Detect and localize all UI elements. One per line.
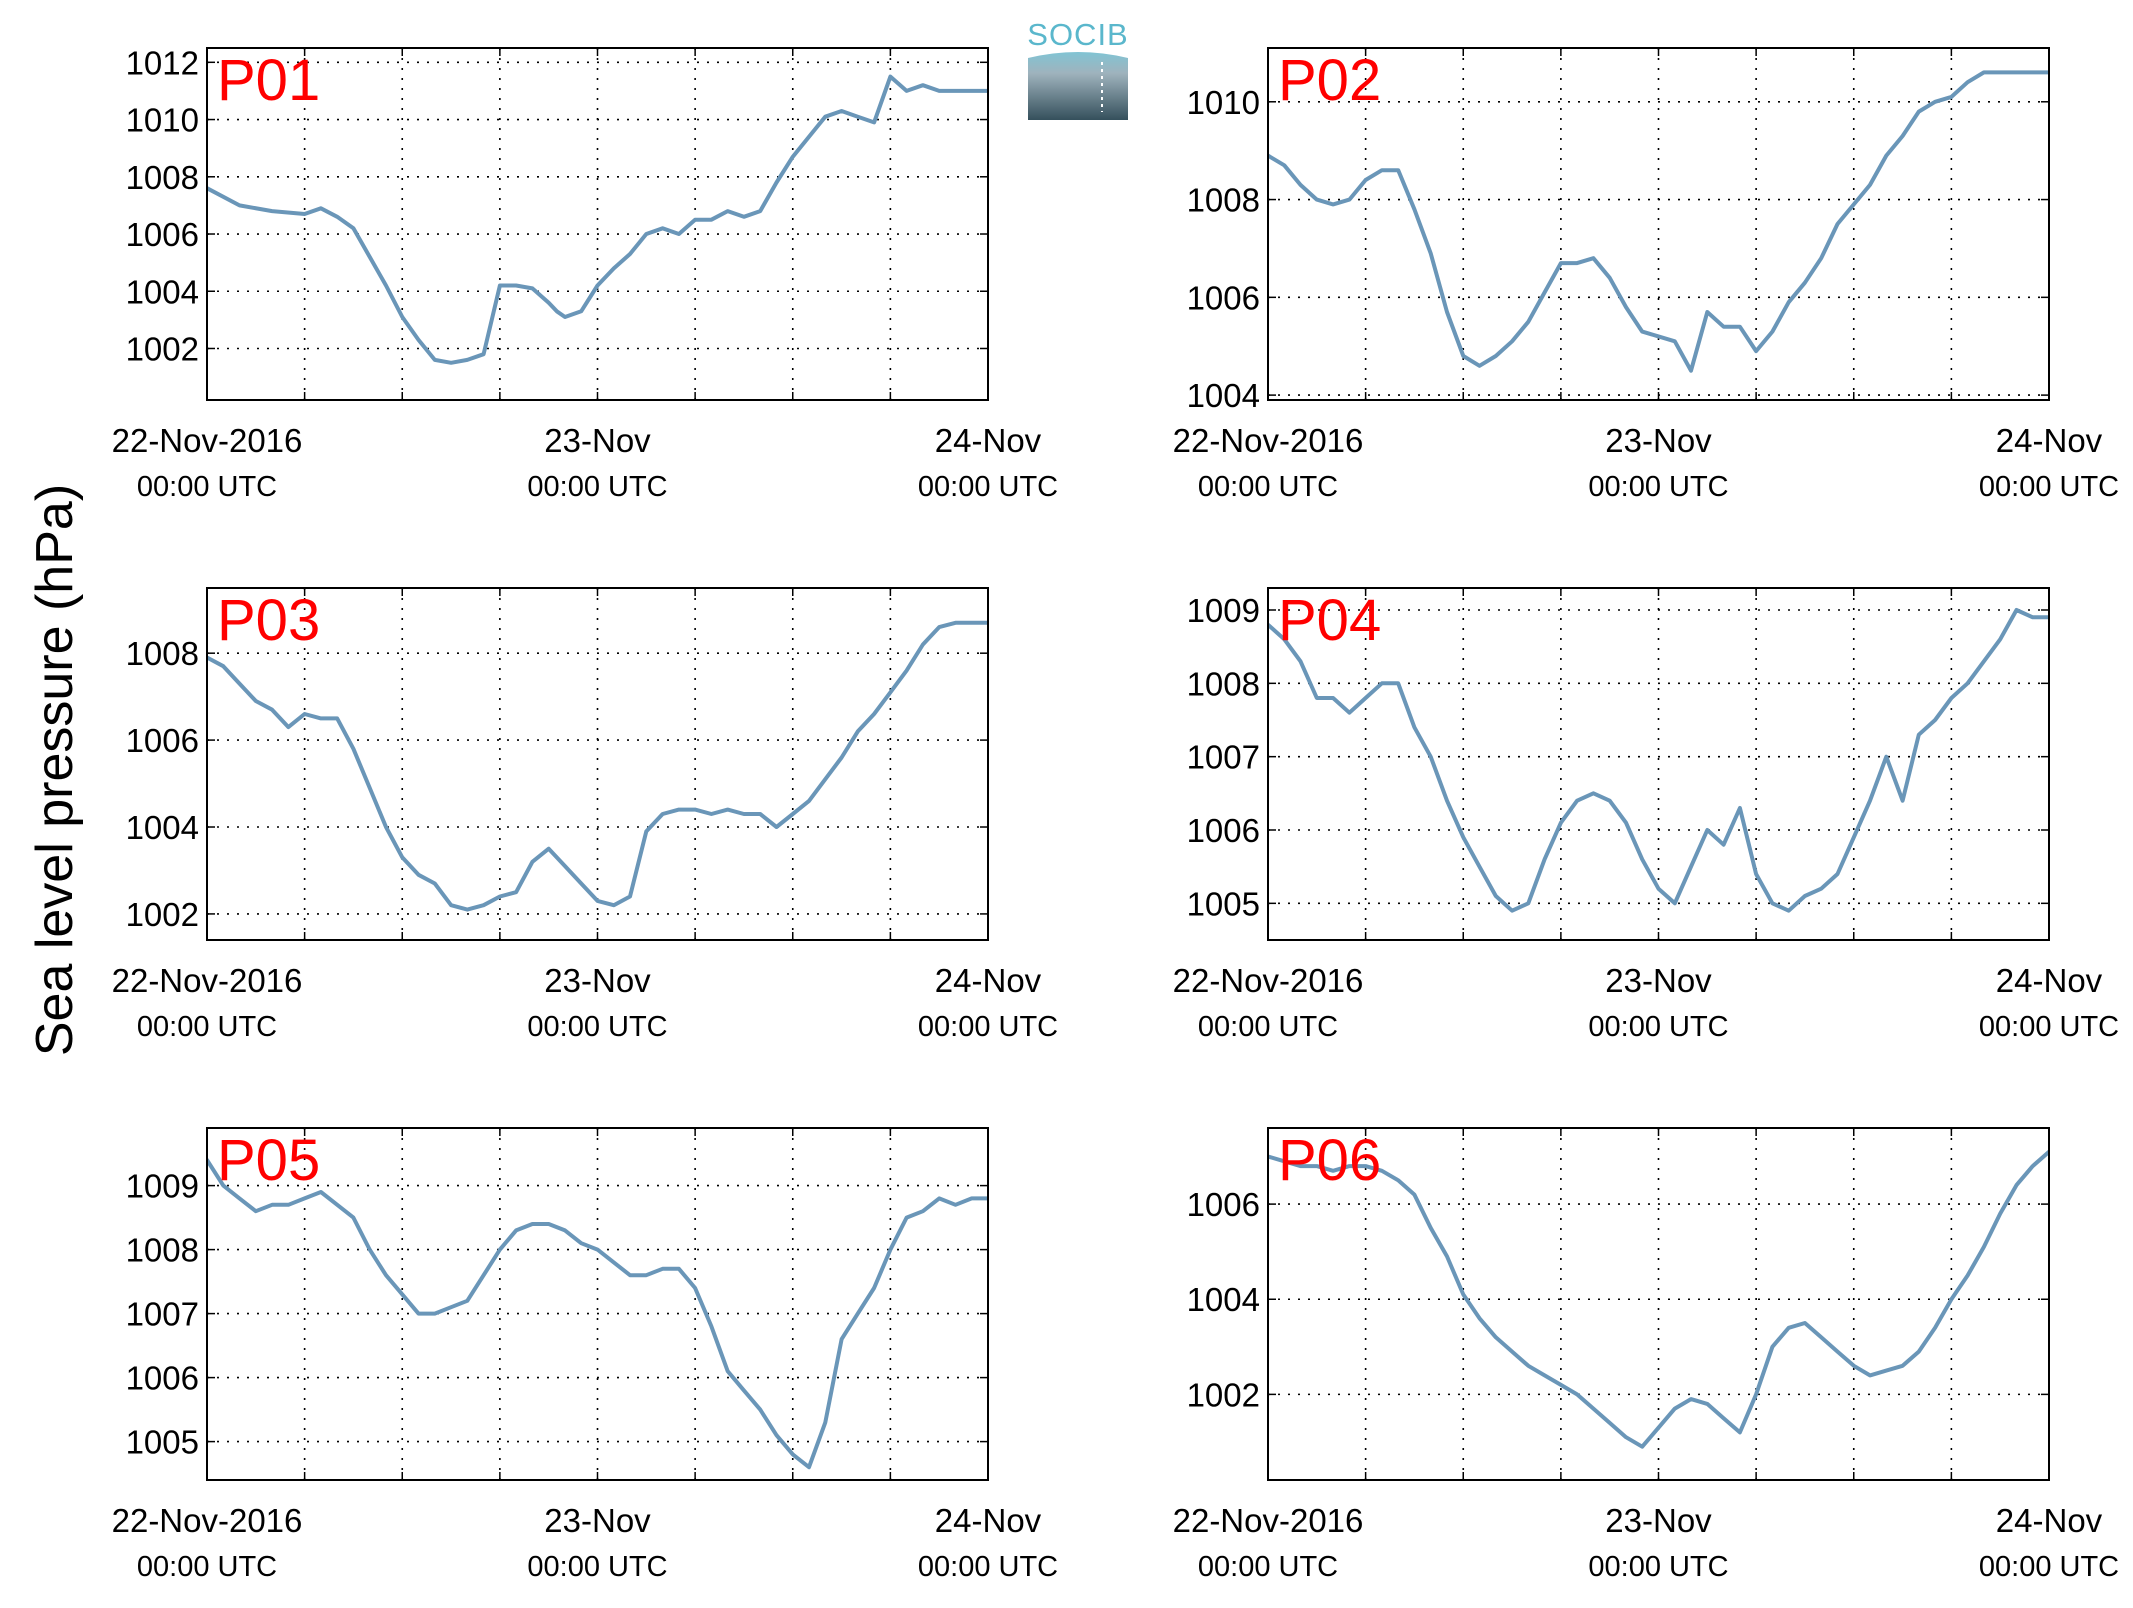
panel-p01: 1002 1004 1006 1008 1010 1012 22-Nov-2016 00:00… (112, 44, 1059, 503)
y-tick-label: 1004 (1187, 1281, 1260, 1318)
y-tick-label: 1009 (126, 1168, 199, 1205)
series-line (1268, 1149, 2049, 1449)
y-tick-label: 1010 (1187, 84, 1260, 121)
y-tick-label: 1004 (126, 809, 199, 846)
x-tick-label: 24-Nov (1996, 1502, 2103, 1539)
x-tick-label: 22-Nov-2016 (1173, 962, 1364, 999)
y-tick-label: 1008 (1187, 665, 1260, 702)
y-axis-label: Sea level pressure (hPa) (26, 484, 84, 1056)
x-tick-sublabel: 00:00 UTC (1979, 471, 2119, 503)
y-tick-label: 1006 (126, 216, 199, 253)
x-tick-sublabel: 00:00 UTC (527, 471, 667, 503)
axes-frame (1267, 587, 2050, 941)
x-tick-sublabel: 00:00 UTC (1979, 1551, 2119, 1583)
x-tick-label: 24-Nov (935, 422, 1042, 459)
x-tick-sublabel: 00:00 UTC (1198, 1551, 1338, 1583)
x-tick-sublabel: 00:00 UTC (527, 1551, 667, 1583)
x-tick-sublabel: 00:00 UTC (1588, 1011, 1728, 1043)
axes-frame (206, 47, 989, 401)
y-tick-label: 1008 (126, 159, 199, 196)
y-tick-label: 1006 (126, 722, 199, 759)
panel-p05: 1005 1006 1007 1008 1009 22-Nov-2016 00:00 UTC… (112, 1127, 1058, 1583)
panel-label: P04 (1278, 588, 1381, 653)
panel-label: P06 (1278, 1128, 1381, 1193)
y-tick-label: 1005 (1187, 885, 1260, 922)
x-tick-label: 24-Nov (935, 962, 1042, 999)
y-tick-label: 1002 (126, 896, 199, 933)
panel-p04: 1005 1006 1007 1008 1009 22-Nov-2016 00:00 UTC… (1173, 587, 2119, 1043)
x-tick-sublabel: 00:00 UTC (1588, 471, 1728, 503)
x-tick-label: 23-Nov (1605, 1502, 1712, 1539)
panels: 1002 1004 1006 1008 1010 1012 22-Nov-2016 00:00… (112, 44, 2120, 1583)
x-tick-label: 22-Nov-2016 (112, 962, 303, 999)
y-tick-label: 1006 (1187, 279, 1260, 316)
y-tick-label: 1008 (126, 1232, 199, 1269)
series-line (207, 1158, 988, 1470)
x-tick-label: 22-Nov-2016 (1173, 1502, 1364, 1539)
x-tick-sublabel: 00:00 UTC (137, 1551, 277, 1583)
x-tick-sublabel: 00:00 UTC (918, 1011, 1058, 1043)
x-tick-sublabel: 00:00 UTC (137, 471, 277, 503)
x-tick-sublabel: 00:00 UTC (1979, 1011, 2119, 1043)
x-tick-label: 23-Nov (544, 422, 651, 459)
panel-p06: 1002 1004 1006 22-Nov-2016 00:00 UTC 23-Nov 00… (1173, 1127, 2119, 1583)
y-tick-label: 1002 (126, 330, 199, 367)
panel-p02: 1004 1006 1008 1010 22-Nov-2016 00:00 UTC 23-N… (1173, 47, 2119, 503)
y-tick-label: 1006 (126, 1360, 199, 1397)
y-tick-label: 1007 (1187, 739, 1260, 776)
x-tick-sublabel: 00:00 UTC (918, 471, 1058, 503)
axes-frame (206, 587, 989, 941)
y-tick-label: 1010 (126, 102, 199, 139)
x-tick-label: 23-Nov (1605, 422, 1712, 459)
x-tick-label: 22-Nov-2016 (112, 422, 303, 459)
panel-label: P05 (217, 1128, 320, 1193)
x-tick-sublabel: 00:00 UTC (1198, 471, 1338, 503)
series-line (207, 620, 988, 912)
panel-label: P02 (1278, 48, 1381, 113)
panel-label: P03 (217, 588, 320, 653)
x-tick-label: 22-Nov-2016 (1173, 422, 1364, 459)
svg-text:SOCIB: SOCIB (1027, 17, 1128, 52)
series-line (1268, 70, 2049, 373)
y-tick-label: 1004 (1187, 377, 1260, 414)
x-tick-sublabel: 00:00 UTC (527, 1011, 667, 1043)
x-tick-label: 23-Nov (1605, 962, 1712, 999)
y-tick-label: 1008 (126, 635, 199, 672)
y-tick-label: 1004 (126, 273, 199, 310)
x-tick-label: 22-Nov-2016 (112, 1502, 303, 1539)
y-tick-label: 1007 (126, 1296, 199, 1333)
series-line (1268, 608, 2049, 913)
y-tick-label: 1009 (1187, 592, 1260, 629)
y-tick-label: 1012 (126, 44, 199, 81)
axes-frame (1267, 47, 2050, 401)
series-line (207, 74, 988, 365)
x-tick-label: 24-Nov (1996, 422, 2103, 459)
x-tick-sublabel: 00:00 UTC (1588, 1551, 1728, 1583)
x-tick-sublabel: 00:00 UTC (918, 1551, 1058, 1583)
x-tick-sublabel: 00:00 UTC (137, 1011, 277, 1043)
y-tick-label: 1005 (126, 1424, 199, 1461)
panel-label: P01 (217, 48, 320, 113)
panel-p03: 1002 1004 1006 1008 22-Nov-2016 00:00 UTC 23-N… (112, 587, 1058, 1043)
axes-frame (1267, 1127, 2050, 1481)
x-tick-label: 23-Nov (544, 962, 651, 999)
y-tick-label: 1002 (1187, 1376, 1260, 1413)
x-tick-sublabel: 00:00 UTC (1198, 1011, 1338, 1043)
x-tick-label: 23-Nov (544, 1502, 651, 1539)
socib-logo: SOCIB (1027, 17, 1128, 120)
y-tick-label: 1006 (1187, 1186, 1260, 1223)
y-tick-label: 1006 (1187, 812, 1260, 849)
y-tick-label: 1008 (1187, 182, 1260, 219)
axes-frame (206, 1127, 989, 1481)
x-tick-label: 24-Nov (1996, 962, 2103, 999)
x-tick-label: 24-Nov (935, 1502, 1042, 1539)
